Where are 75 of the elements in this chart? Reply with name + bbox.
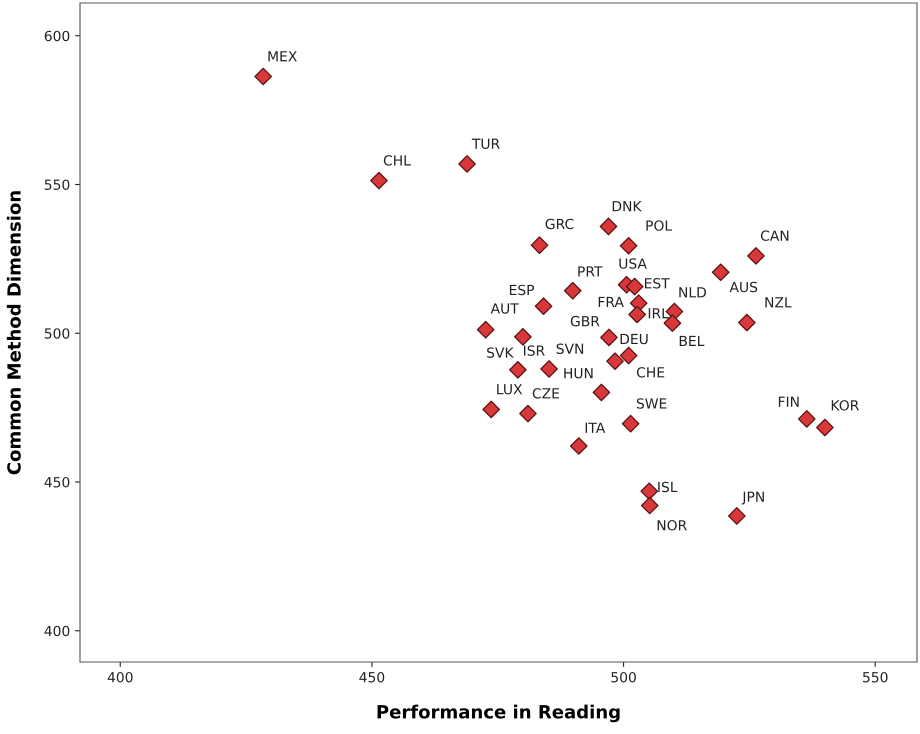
annotation: MEX: [268, 51, 297, 62]
annotation: JPN: [742, 492, 764, 505]
x-tick-label: 400: [108, 672, 133, 682]
point: [482, 400, 500, 418]
annotation: FIN: [778, 396, 799, 407]
annotation: AUS: [730, 282, 758, 292]
point: [620, 346, 638, 364]
point: [620, 236, 638, 255]
point: [514, 328, 532, 346]
point: [534, 297, 552, 316]
y-tick-label: 600: [44, 30, 70, 42]
y-tick-label: 400: [44, 626, 70, 636]
annotation: KOR: [832, 400, 859, 411]
annotation: DEU: [620, 334, 648, 344]
x-tick-label: 500: [611, 672, 636, 682]
annotation: AUT: [490, 303, 519, 314]
annotation: SVN: [556, 343, 584, 354]
point: [606, 352, 624, 370]
y-axis-title: Common Method Dimension: [6, 191, 21, 474]
point: [640, 496, 659, 514]
x-tick-label: 550: [863, 672, 888, 682]
point: [738, 314, 756, 332]
point: [370, 172, 388, 190]
point: [728, 507, 746, 525]
point: [628, 306, 646, 324]
annotation: SVK: [487, 347, 514, 358]
point: [816, 418, 834, 436]
point: [600, 328, 618, 346]
annotation: PRT: [578, 266, 603, 277]
annotation: CAN: [760, 230, 788, 241]
point: [254, 68, 272, 86]
point: [540, 360, 558, 378]
annotation: NLD: [679, 287, 706, 298]
annotation: ISR: [524, 345, 545, 356]
point: [530, 236, 548, 254]
annotation: LUX: [497, 384, 522, 394]
point: [458, 155, 476, 173]
annotation: CZE: [532, 388, 560, 399]
annotation: GBR: [570, 316, 600, 326]
point: [592, 384, 610, 402]
annotation: ESP: [510, 284, 534, 296]
y-tick-label: 550: [44, 179, 70, 190]
point: [519, 404, 537, 422]
annotation: USA: [619, 258, 647, 269]
y-tick-label: 450: [44, 476, 70, 488]
annotation: ISL: [658, 482, 678, 492]
annotation: EST: [644, 278, 670, 289]
x-axis-title: Performance in Reading: [378, 704, 620, 722]
point: [476, 320, 495, 339]
point: [600, 218, 618, 236]
annotation: TUR: [472, 138, 500, 149]
point: [798, 410, 816, 428]
annotation: ITA: [586, 422, 606, 433]
point: [564, 282, 582, 300]
y-tick-label: 500: [44, 328, 70, 339]
annotation: POL: [646, 220, 672, 231]
x-tick-label: 450: [359, 672, 384, 682]
annotation: GRC: [546, 218, 574, 230]
point: [712, 263, 730, 282]
annotation: NOR: [658, 520, 687, 531]
point: [622, 414, 640, 433]
point: [640, 482, 658, 500]
annotation: FRA: [598, 296, 624, 308]
annotation: HUN: [564, 368, 593, 378]
point: [570, 437, 588, 455]
annotation: SWE: [636, 398, 666, 409]
annotation: DNK: [612, 201, 642, 212]
annotation: NZL: [765, 297, 792, 308]
annotation: BEL: [680, 336, 704, 346]
point: [509, 360, 527, 379]
annotation: CHE: [636, 367, 664, 378]
point: [626, 278, 644, 296]
point: [747, 247, 765, 265]
annotation: CHL: [384, 155, 411, 166]
annotation: IRL: [648, 308, 669, 318]
